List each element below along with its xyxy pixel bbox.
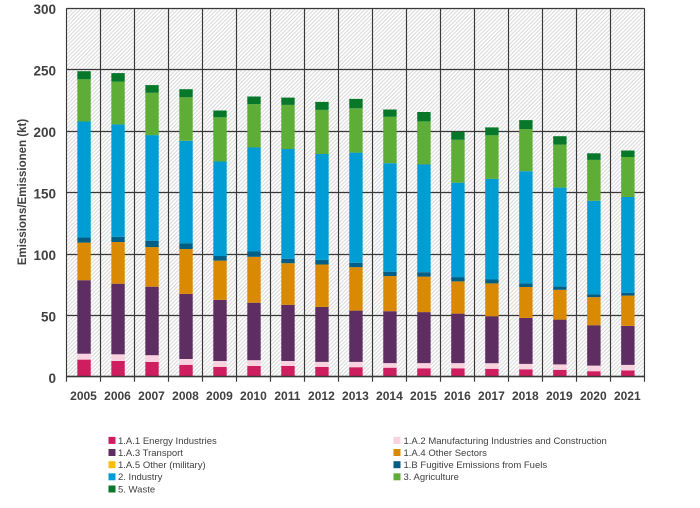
svg-text:1.A.3 Transport: 1.A.3 Transport [118,448,183,459]
svg-text:1.B Fugitive Emissions from Fu: 1.B Fugitive Emissions from Fuels [404,460,548,471]
svg-text:1.A.1 Energy Industries: 1.A.1 Energy Industries [118,436,217,447]
svg-text:1.A.2 Manufacturing Industries: 1.A.2 Manufacturing Industries and Const… [404,436,607,447]
svg-text:2011: 2011 [274,389,300,403]
svg-text:5. Waste: 5. Waste [118,484,155,495]
svg-text:2014: 2014 [376,389,403,403]
svg-text:100: 100 [33,248,56,263]
svg-text:0: 0 [48,371,56,386]
svg-text:2015: 2015 [410,389,437,403]
svg-text:2008: 2008 [172,389,199,403]
svg-text:2013: 2013 [342,389,369,403]
svg-text:2017: 2017 [478,389,505,403]
svg-text:2. Industry: 2. Industry [118,472,163,483]
svg-text:2006: 2006 [104,389,131,403]
svg-text:3. Agriculture: 3. Agriculture [404,472,459,483]
svg-text:2020: 2020 [580,389,607,403]
svg-text:Emissions/Emissionen (kt): Emissions/Emissionen (kt) [17,119,29,266]
svg-text:2009: 2009 [206,389,233,403]
svg-text:2012: 2012 [308,389,335,403]
svg-text:2005: 2005 [70,389,97,403]
svg-text:150: 150 [33,187,56,202]
svg-text:2019: 2019 [546,389,573,403]
svg-text:250: 250 [33,64,56,79]
svg-text:2016: 2016 [444,389,471,403]
svg-text:2021: 2021 [614,389,641,403]
svg-text:300: 300 [33,2,56,17]
svg-text:2010: 2010 [240,389,267,403]
svg-text:2018: 2018 [512,389,539,403]
svg-text:1.A.4 Other Sectors: 1.A.4 Other Sectors [404,448,488,459]
svg-text:1.A.5 Other (military): 1.A.5 Other (military) [118,460,206,471]
svg-text:200: 200 [33,125,56,140]
svg-text:50: 50 [41,309,56,324]
svg-text:2007: 2007 [138,389,165,403]
